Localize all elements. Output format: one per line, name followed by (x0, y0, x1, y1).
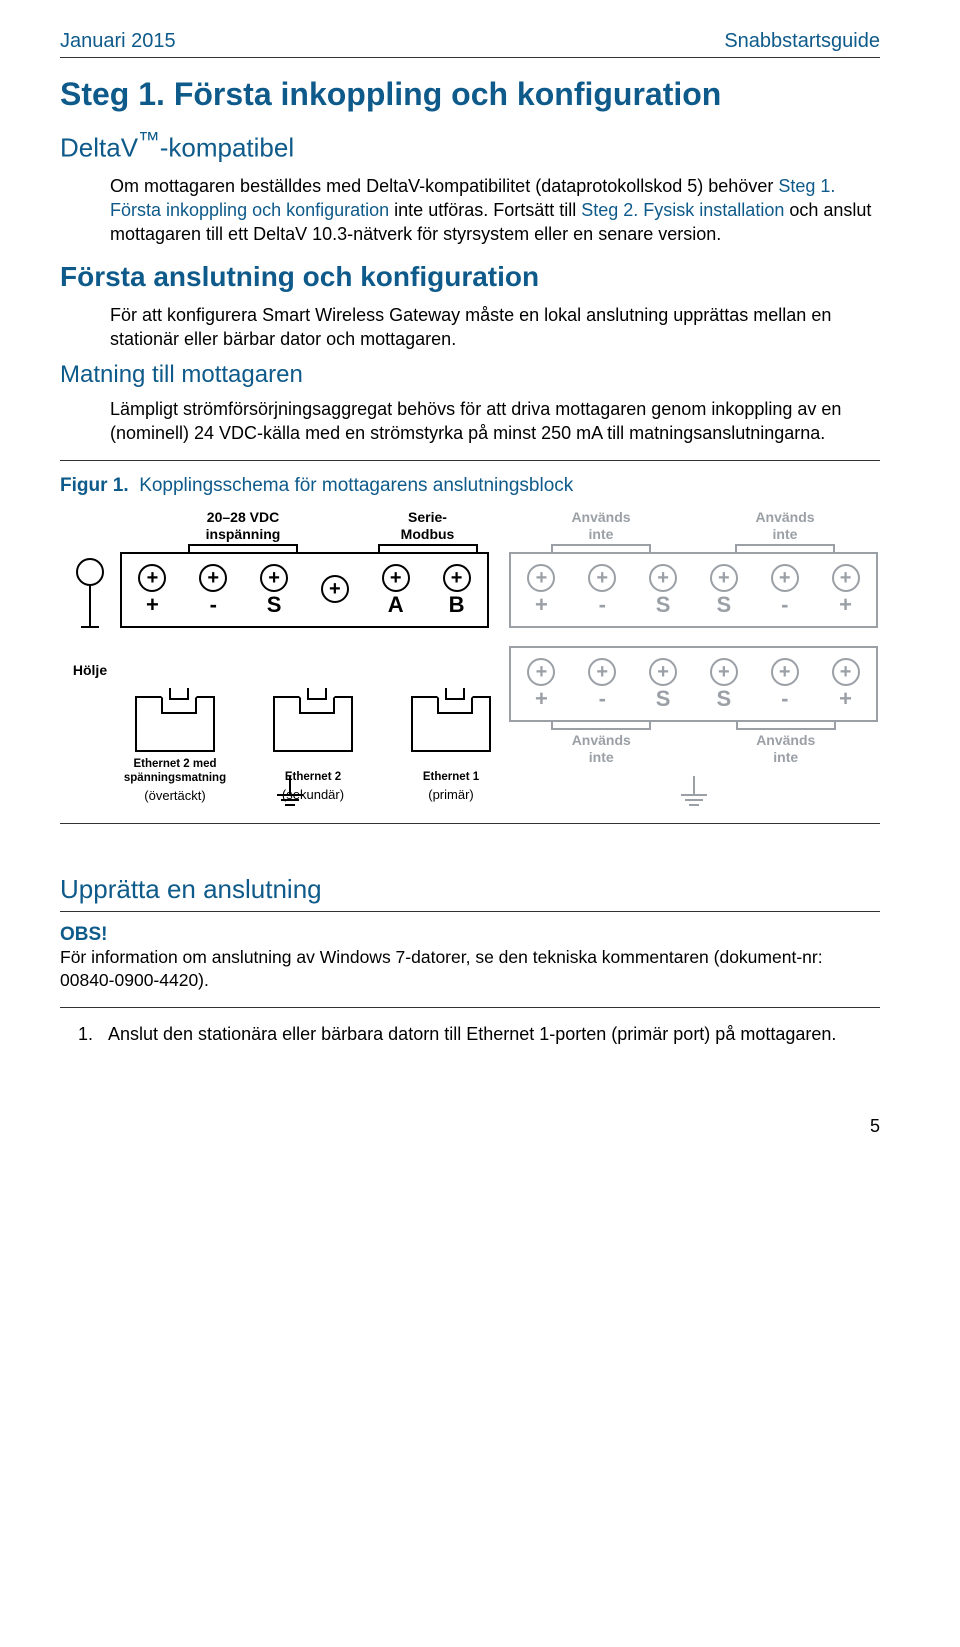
terminal-block-unused-bottom: ++ +- +S +S +- ++ (509, 646, 878, 722)
figure-caption: Figur 1. Kopplingsschema för mottagarens… (60, 475, 880, 497)
deltav-paragraph: Om mottagaren beställdes med DeltaV-komp… (110, 174, 880, 247)
terminal-block-power-modbus: ++ +- +S + +A +B (120, 552, 489, 628)
page-header: Januari 2015 Snabbstartsguide (60, 30, 880, 58)
ground-icon-gray (681, 776, 707, 806)
windows7-note: För information om anslutning av Windows… (60, 946, 880, 993)
divider (60, 823, 880, 824)
ethernet2-port: Ethernet 2 (sekundär) (258, 696, 368, 802)
label-unused-bottom2: Används inte (694, 732, 879, 766)
label-unused-bottom1: Används inte (509, 732, 694, 766)
wiring-diagram: 20–28 VDC inspänning Serie- Modbus Använ… (60, 509, 880, 803)
obs-label: OBS! (60, 924, 880, 946)
label-vdc: 20–28 VDC inspänning (120, 509, 366, 543)
step1-title: Steg 1. Första inkoppling och konfigurat… (60, 76, 880, 113)
first-connection-heading: Första anslutning och konfiguration (60, 261, 880, 293)
power-heading: Matning till mottagaren (60, 361, 880, 389)
case-symbol: Hölje (60, 552, 120, 678)
first-connection-paragraph: För att konfigurera Smart Wireless Gatew… (110, 303, 880, 352)
step-list-item-1: 1. Anslut den stationära eller bärbara d… (78, 1022, 880, 1046)
divider (60, 460, 880, 461)
label-modbus: Serie- Modbus (366, 509, 489, 543)
header-date: Januari 2015 (60, 30, 176, 53)
divider (60, 911, 880, 912)
establish-connection-heading: Upprätta en anslutning (60, 874, 880, 905)
divider (60, 1007, 880, 1008)
header-guide: Snabbstartsguide (724, 30, 880, 53)
power-paragraph: Lämpligt strömförsörjningsaggregat behöv… (110, 397, 880, 446)
terminal-block-unused-top: ++ +- +S +S +- ++ (509, 552, 878, 628)
link-step2[interactable]: Steg 2. Fysisk installation (581, 200, 784, 220)
ethernet1-port: Ethernet 1 (primär) (396, 696, 506, 802)
label-unused-top2: Används inte (693, 509, 877, 543)
ethernet2-poe-port: Ethernet 2 med spänningsmatning (övertäc… (120, 696, 230, 803)
page-number: 5 (60, 1116, 880, 1137)
deltav-compatible-heading: DeltaV™-kompatibel (60, 127, 880, 164)
label-unused-top1: Används inte (509, 509, 693, 543)
